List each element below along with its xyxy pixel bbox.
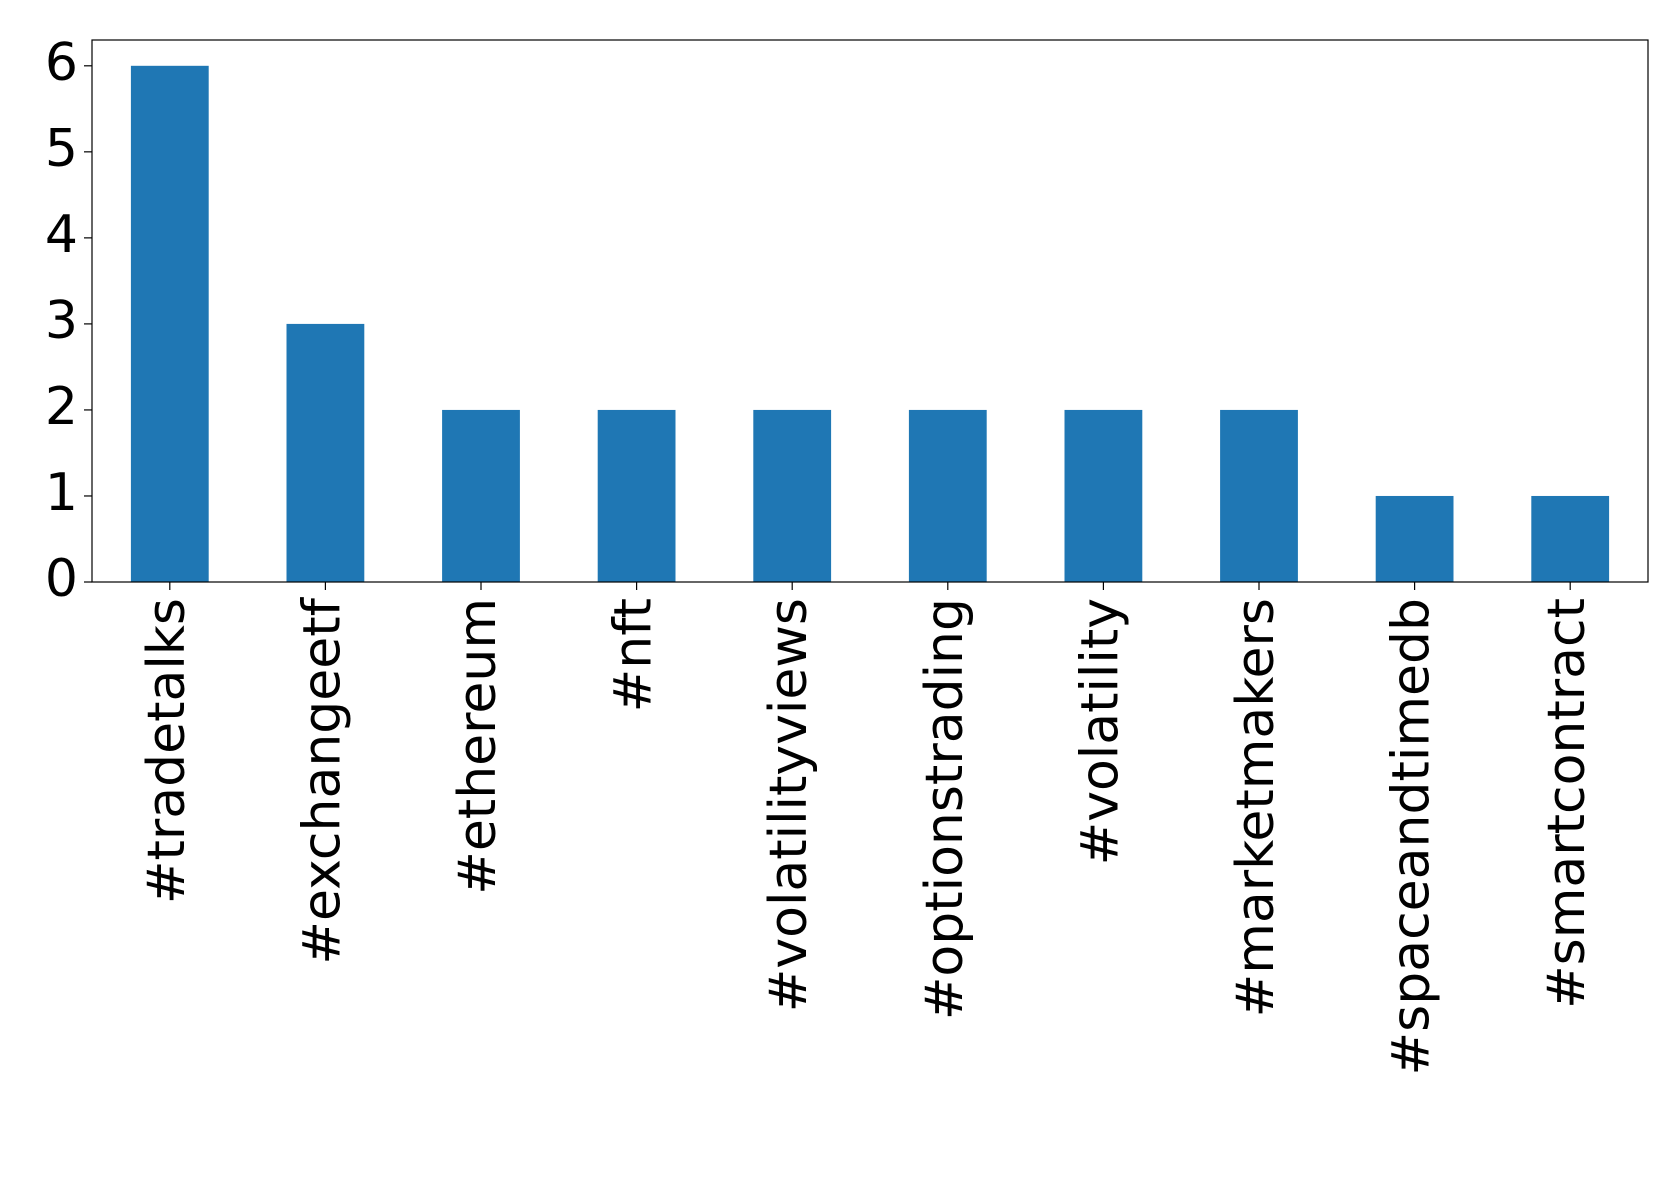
x-tick-label: #tradetalks: [137, 598, 197, 904]
bar: [442, 409, 520, 582]
bar: [753, 409, 832, 582]
y-tick-label: 5: [45, 119, 78, 179]
x-tick-label: #smartcontract: [1537, 598, 1597, 1009]
x-tick-label: #ethereum: [448, 598, 508, 895]
bar: [1531, 495, 1610, 582]
x-tick-label: #volatility: [1070, 598, 1130, 865]
x-tick-label: #exchangeetf: [292, 596, 352, 964]
bar: [908, 409, 987, 582]
y-tick-label: 1: [45, 463, 78, 523]
x-tick-label: #optionstrading: [915, 598, 975, 1020]
y-tick-label: 0: [45, 549, 78, 609]
bar: [130, 65, 209, 583]
bar: [286, 323, 365, 582]
bar: [597, 409, 676, 582]
x-tick-label: #nft: [604, 598, 664, 712]
x-tick-label: #marketmakers: [1226, 598, 1286, 1017]
y-tick-label: 3: [45, 291, 78, 351]
y-tick-label: 4: [45, 205, 78, 265]
bar: [1220, 409, 1298, 582]
y-tick-label: 2: [45, 377, 78, 437]
bar: [1064, 409, 1143, 582]
y-tick-label: 6: [45, 33, 78, 93]
x-tick-label: #spaceandtimedb: [1382, 598, 1442, 1075]
x-tick-label: #volatilityviews: [759, 598, 819, 1012]
bar: [1375, 495, 1454, 582]
plot-frame: [91, 39, 1649, 583]
